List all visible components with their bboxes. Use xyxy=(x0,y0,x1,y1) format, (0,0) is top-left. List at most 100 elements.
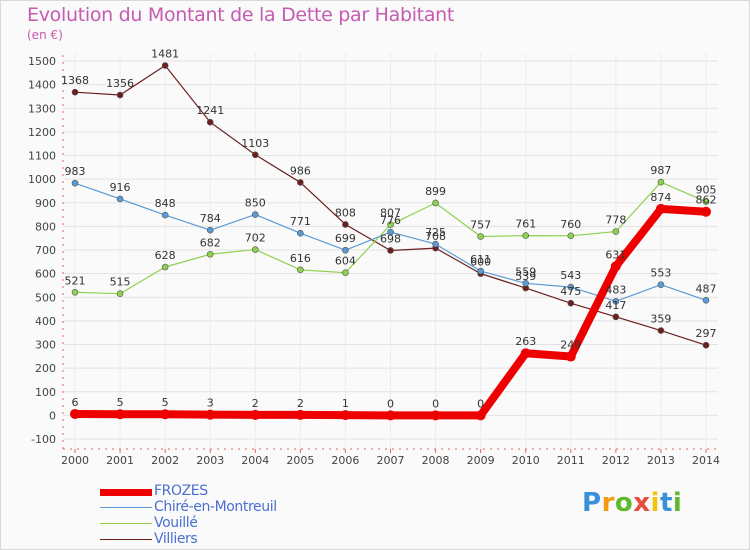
y-tick-label: 1500 xyxy=(28,55,56,68)
line-chart: -100010020030040050060070080090010001100… xyxy=(28,47,720,467)
data-label: 807 xyxy=(380,207,401,220)
legend-item-vouille: Vouillé xyxy=(100,515,340,532)
data-point xyxy=(71,88,79,96)
data-point xyxy=(520,348,531,359)
y-tick-label: 900 xyxy=(35,197,56,210)
data-point xyxy=(657,178,665,186)
data-point xyxy=(655,203,666,214)
data-point xyxy=(387,247,394,254)
data-label: 359 xyxy=(650,313,671,326)
data-point xyxy=(161,263,169,271)
y-tick-label: 1300 xyxy=(28,102,56,115)
data-label: 263 xyxy=(515,335,536,348)
data-point xyxy=(477,267,484,275)
x-tick-label: 2000 xyxy=(61,454,89,467)
legend-item-frozes: FROZES xyxy=(100,483,340,500)
data-label: 1356 xyxy=(106,77,134,90)
x-tick-label: 2006 xyxy=(331,454,359,467)
data-point xyxy=(657,327,665,334)
data-label: 784 xyxy=(200,212,221,225)
data-label: 725 xyxy=(425,226,446,239)
proxiti-logo: Proxiti xyxy=(582,488,682,518)
data-point xyxy=(297,229,304,237)
y-tick-label: 400 xyxy=(35,315,56,328)
y-tick-label: 500 xyxy=(35,291,56,304)
data-label: 3 xyxy=(207,397,214,410)
data-label: 1103 xyxy=(241,137,269,150)
data-label: 5 xyxy=(117,396,124,409)
legend-item-chire-en-montreuil: Chiré-en-Montreuil xyxy=(100,499,340,516)
logo-letter: i xyxy=(672,488,683,518)
data-label: 874 xyxy=(650,191,671,204)
data-label: 708 xyxy=(425,230,446,243)
data-label: 848 xyxy=(155,197,176,210)
logo-letter: t xyxy=(659,488,673,518)
y-tick-label: 1200 xyxy=(28,126,56,139)
data-label: 1481 xyxy=(151,47,179,60)
x-tick-label: 2013 xyxy=(647,454,675,467)
data-point xyxy=(71,179,79,187)
data-point xyxy=(206,226,214,234)
legend-label: Villiers xyxy=(154,531,198,547)
x-tick-label: 2005 xyxy=(286,454,314,467)
data-label: 850 xyxy=(245,197,266,210)
data-point xyxy=(387,221,394,229)
data-point xyxy=(387,228,394,236)
data-label: 778 xyxy=(605,214,626,227)
data-label: 899 xyxy=(425,185,446,198)
data-point xyxy=(115,409,126,420)
data-label: 699 xyxy=(335,232,356,245)
data-label: 631 xyxy=(605,248,626,261)
data-point xyxy=(701,206,711,217)
data-label: 475 xyxy=(560,285,581,298)
data-point xyxy=(567,299,575,307)
data-point xyxy=(160,409,171,420)
y-tick-label: 100 xyxy=(35,386,56,399)
data-point xyxy=(385,410,396,421)
data-point xyxy=(612,297,620,305)
data-point xyxy=(702,198,710,205)
data-label: 757 xyxy=(470,219,491,232)
x-tick-label: 2003 xyxy=(196,454,224,467)
data-point xyxy=(612,228,620,235)
data-label: 249 xyxy=(560,339,581,352)
data-label: 682 xyxy=(200,236,221,249)
data-label: 1368 xyxy=(61,74,89,87)
x-tick-label: 2001 xyxy=(106,454,134,467)
data-label: 808 xyxy=(335,206,356,219)
data-point xyxy=(567,232,575,240)
y-tick-label: 300 xyxy=(35,339,56,352)
data-label: 417 xyxy=(605,299,626,312)
logo-letter: o xyxy=(614,488,634,518)
data-label: 0 xyxy=(477,397,484,410)
data-label: 0 xyxy=(387,397,394,410)
data-label: 905 xyxy=(696,184,717,197)
legend-swatch xyxy=(100,523,152,524)
data-point xyxy=(297,179,304,186)
legend-label: Vouillé xyxy=(154,515,198,531)
data-label: 521 xyxy=(65,274,86,287)
legend-swatch xyxy=(100,539,152,540)
y-tick-label: 600 xyxy=(35,268,56,281)
data-point xyxy=(567,283,575,291)
data-point xyxy=(657,281,665,289)
data-label: 604 xyxy=(335,255,356,268)
data-label: 559 xyxy=(515,265,536,278)
legend-label: Chiré-en-Montreuil xyxy=(154,499,277,515)
chart-title: Evolution du Montant de la Dette par Hab… xyxy=(27,4,455,26)
data-point xyxy=(205,409,216,420)
data-point xyxy=(206,118,214,126)
data-label: 2 xyxy=(252,397,259,410)
logo-letter: P xyxy=(582,488,602,518)
data-label: 5 xyxy=(162,396,169,409)
x-tick-label: 2014 xyxy=(692,454,720,467)
y-tick-label: 800 xyxy=(35,220,56,233)
data-point xyxy=(71,288,79,296)
y-tick-label: 1000 xyxy=(28,173,56,186)
data-label: 611 xyxy=(470,253,491,266)
y-tick-label: 200 xyxy=(35,362,56,375)
x-tick-label: 2012 xyxy=(602,454,630,467)
data-label: 760 xyxy=(560,218,581,231)
data-point xyxy=(206,250,214,258)
data-point xyxy=(70,408,80,419)
